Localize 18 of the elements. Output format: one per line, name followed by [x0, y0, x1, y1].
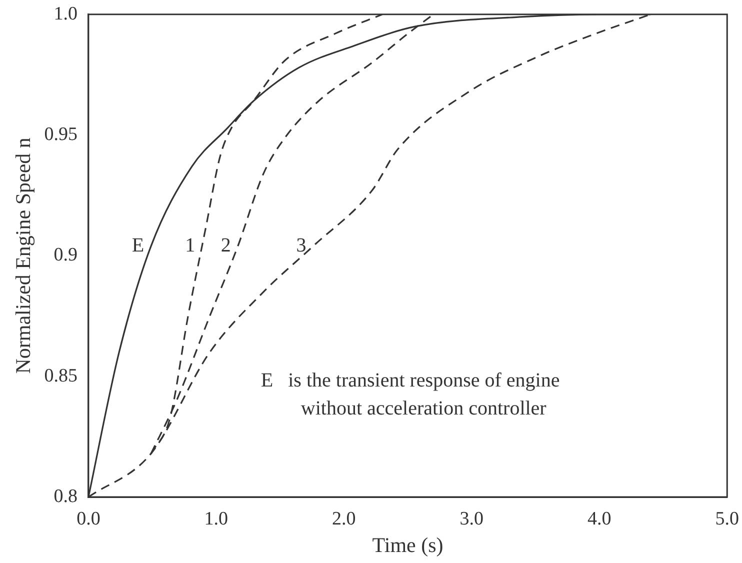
y-tick-label: 0.95	[44, 124, 78, 146]
y-tick-label: 1.0	[54, 3, 78, 24]
annotation: E is the transient response of engine without acceleration controller	[260, 369, 560, 420]
series-label: 3	[296, 234, 306, 256]
y-axis-title: Normalized Engine Speed n	[11, 137, 36, 374]
x-tick-label: 2.0	[332, 508, 356, 530]
series-label: 1	[185, 234, 196, 256]
y-tick-label: 0.85	[44, 365, 78, 386]
x-tick-label: 0.0	[76, 508, 100, 530]
x-axis-title: Time (s)	[372, 532, 444, 557]
x-tick-label: 4.0	[588, 508, 612, 530]
series-label: E	[132, 234, 144, 256]
y-tick-label: 0.9	[54, 244, 78, 266]
series-label: 2	[220, 234, 231, 256]
x-tick-label: 1.0	[204, 508, 228, 530]
x-tick-label: 5.0	[715, 508, 739, 530]
x-tick-label: 3.0	[460, 508, 484, 530]
y-tick-label: 0.8	[54, 486, 78, 507]
